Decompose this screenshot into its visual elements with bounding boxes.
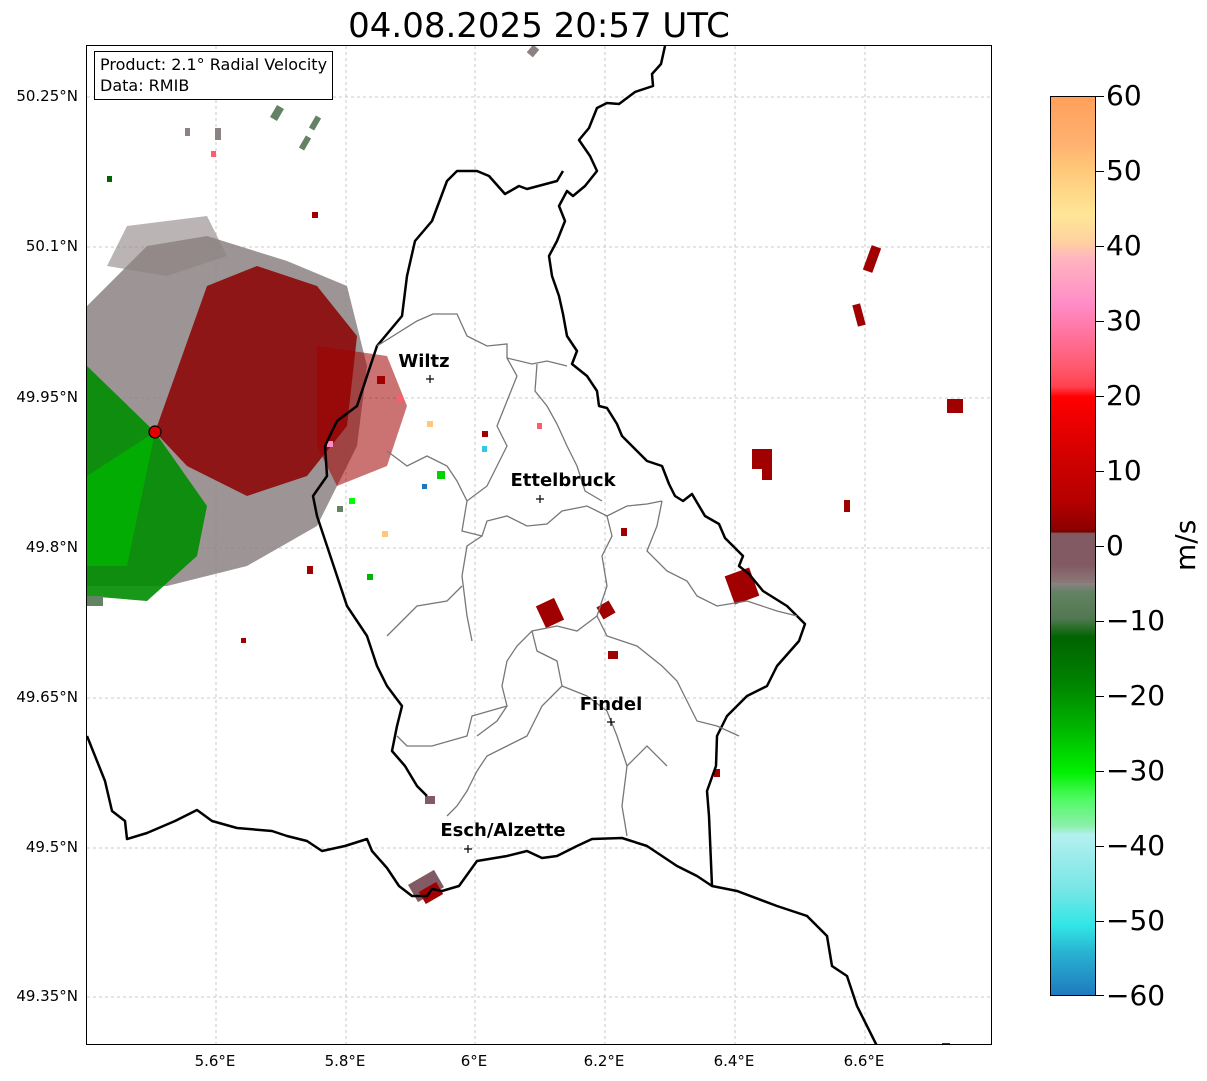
y-tick-label: 49.5°N	[25, 838, 78, 856]
colorbar-tick-label: −10	[1106, 604, 1166, 637]
radar-echoes	[87, 46, 963, 1044]
colorbar-tick-label: −60	[1106, 979, 1166, 1012]
x-tick-label: 5.6°E	[194, 1052, 236, 1070]
product-info-box: Product: 2.1° Radial Velocity Data: RMIB	[94, 51, 334, 100]
colorbar-tick	[1096, 696, 1104, 697]
colorbar-tick	[1096, 621, 1104, 622]
colorbar-tick-label: −30	[1106, 754, 1166, 787]
y-tick-label: 50.1°N	[25, 237, 78, 255]
colorbar-tick	[1096, 246, 1104, 247]
colorbar-tick-label: 30	[1106, 304, 1142, 337]
colorbar-tick-label: −40	[1106, 829, 1166, 862]
y-tick-label: 49.65°N	[16, 688, 78, 706]
map-panel	[86, 45, 992, 1045]
figure-title: 04.08.2025 20:57 UTC	[348, 6, 730, 46]
radar-site-marker	[148, 425, 162, 439]
border-east-continuation	[711, 884, 878, 1044]
colorbar-tick-label: −20	[1106, 679, 1166, 712]
x-tick-label: 6°E	[460, 1052, 488, 1070]
x-tick-label: 6.6°E	[843, 1052, 885, 1070]
colorbar-tick-label: 0	[1106, 529, 1124, 562]
city-label-esch-alzette: Esch/Alzette	[440, 820, 566, 841]
city-label-findel: Findel	[579, 694, 643, 715]
map-canvas	[87, 46, 991, 1044]
colorbar-tick	[1096, 396, 1104, 397]
city-label-ettelbruck: Ettelbruck	[510, 470, 616, 491]
colorbar-tick	[1096, 846, 1104, 847]
colorbar-tick-label: 20	[1106, 379, 1142, 412]
colorbar-tick	[1096, 771, 1104, 772]
echo-red-speckle	[317, 346, 407, 486]
colorbar	[1050, 96, 1096, 996]
y-tick-label: 50.25°N	[16, 87, 78, 105]
colorbar-tick	[1096, 321, 1104, 322]
colorbar-tick-label: 10	[1106, 454, 1142, 487]
colorbar-tick	[1096, 921, 1104, 922]
x-tick-label: 5.8°E	[324, 1052, 366, 1070]
echo-green-light	[87, 432, 155, 566]
colorbar-tick-label: 60	[1106, 79, 1142, 112]
y-tick-label: 49.8°N	[25, 538, 78, 556]
colorbar-tick	[1096, 471, 1104, 472]
x-tick-label: 6.4°E	[713, 1052, 755, 1070]
country-border-north	[311, 169, 565, 797]
canton-boundaries	[376, 313, 798, 837]
colorbar-tick	[1096, 995, 1104, 996]
echo-red-fan	[155, 266, 357, 496]
colorbar-unit-label: m/s	[1169, 519, 1202, 571]
colorbar-tick	[1096, 171, 1104, 172]
colorbar-tick	[1096, 96, 1104, 97]
colorbar-tick-label: 50	[1106, 154, 1142, 187]
country-border	[87, 46, 807, 898]
colorbar-tick-label: 40	[1106, 229, 1142, 262]
echo-gray-upper	[107, 216, 227, 276]
x-tick-label: 6.2°E	[583, 1052, 625, 1070]
product-label: Product: 2.1° Radial Velocity	[100, 55, 328, 74]
colorbar-tick	[1096, 546, 1104, 547]
colorbar-tick-label: −50	[1106, 904, 1166, 937]
y-tick-label: 49.35°N	[16, 987, 78, 1005]
data-source-label: Data: RMIB	[100, 76, 190, 95]
city-label-wiltz: Wiltz	[398, 351, 450, 372]
city-markers	[426, 375, 615, 853]
colorbar-gradient	[1051, 97, 1095, 995]
y-tick-label: 49.95°N	[16, 388, 78, 406]
